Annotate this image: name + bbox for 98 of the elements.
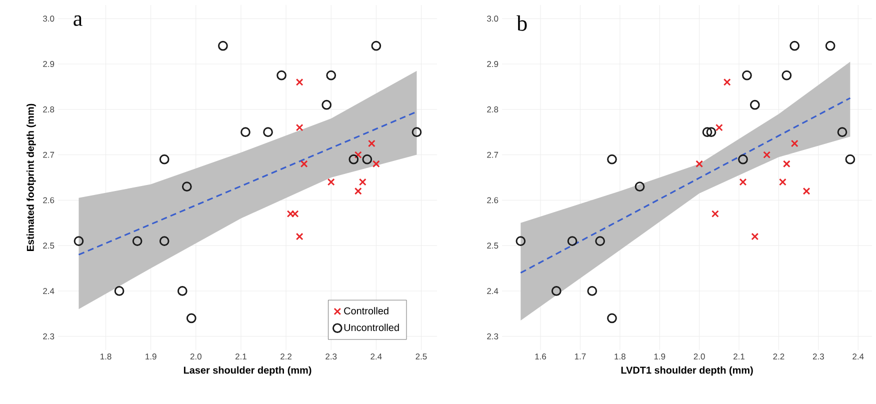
y-tick-label: 2.3 — [43, 333, 54, 340]
point — [739, 178, 747, 186]
y-tick-label: 3.0 — [43, 16, 54, 22]
y-tick-label: 3.0 — [487, 16, 498, 22]
x-tick-label: 2.0 — [190, 354, 202, 360]
x-tick-label: 2.4 — [852, 354, 864, 360]
point — [182, 182, 192, 192]
point — [845, 154, 856, 164]
point — [711, 210, 719, 218]
y-tick-label: 2.5 — [43, 242, 54, 249]
y-tick-label: 2.8 — [487, 106, 498, 112]
point — [159, 154, 170, 164]
point — [322, 100, 332, 110]
x-tick-label: 1.8 — [100, 354, 112, 360]
x-tick-label: 2.4 — [370, 354, 382, 360]
point — [782, 160, 790, 168]
y-tick-label: 2.6 — [487, 197, 498, 204]
point — [837, 127, 848, 138]
point — [778, 178, 786, 186]
point — [354, 187, 362, 195]
point — [763, 151, 771, 159]
y-tick-label: 2.9 — [43, 61, 54, 68]
x-tick-label: 2.1 — [236, 354, 246, 360]
point — [790, 140, 798, 148]
point — [567, 236, 578, 246]
point — [587, 286, 598, 296]
point — [132, 236, 142, 246]
point — [706, 127, 716, 138]
y-tick-label: 2.4 — [487, 288, 498, 294]
point — [751, 232, 759, 240]
y-tick-label: 2.6 — [43, 197, 54, 204]
point — [607, 313, 617, 324]
point — [326, 70, 336, 80]
y-tick-label: 2.3 — [487, 333, 498, 340]
line-series — [520, 97, 851, 274]
point — [327, 178, 335, 186]
legend-label: Controlled — [344, 307, 388, 314]
point — [607, 154, 617, 164]
y-axis-title: Estimated footprint depth (mm) — [26, 104, 36, 251]
x-tick-label: 2.3 — [326, 354, 337, 360]
y-tick-label: 2.7 — [487, 152, 498, 158]
x-tick-label: 2.5 — [416, 354, 427, 360]
point — [362, 154, 372, 164]
point — [702, 127, 712, 138]
x-tick-label: 1.9 — [654, 354, 666, 360]
point — [782, 70, 792, 80]
point — [300, 160, 308, 168]
x-axis-title: LVDT1 shoulder depth (mm) — [621, 366, 753, 376]
x-tick-label: 1.8 — [614, 354, 626, 360]
point — [186, 313, 196, 324]
y-tick-label: 2.7 — [43, 152, 54, 158]
point — [738, 154, 748, 164]
point — [296, 124, 304, 132]
point — [177, 286, 188, 296]
point — [368, 140, 376, 148]
point — [723, 78, 731, 86]
y-tick-label: 2.8 — [43, 106, 54, 112]
point — [750, 100, 760, 110]
point — [276, 70, 286, 80]
x-tick-label: 2.2 — [773, 354, 784, 360]
x-tick-label: 2.1 — [734, 354, 744, 360]
point — [551, 286, 562, 296]
annotation: a — [74, 15, 82, 26]
point — [159, 236, 170, 246]
x-axis-title: Laser shoulder depth (mm) — [184, 366, 312, 376]
point — [218, 40, 228, 51]
x-tick-label: 2.3 — [812, 354, 824, 360]
point — [412, 127, 422, 138]
point — [516, 236, 526, 246]
point — [358, 178, 366, 186]
x-tick-label: 2.2 — [280, 354, 292, 360]
point — [296, 78, 304, 86]
point — [114, 286, 124, 296]
point — [354, 151, 362, 159]
point — [715, 124, 723, 132]
point — [263, 127, 273, 138]
x-tick-label: 1.6 — [535, 354, 546, 360]
x-tick-label: 1.9 — [146, 354, 156, 360]
annotation: b — [516, 15, 527, 31]
point — [74, 236, 84, 246]
x-tick-label: 1.7 — [574, 354, 586, 360]
point — [742, 70, 752, 80]
x-tick-label: 2.0 — [694, 354, 705, 360]
point — [595, 236, 606, 246]
point — [348, 154, 359, 164]
y-tick-label: 2.4 — [43, 288, 54, 294]
point — [371, 40, 382, 51]
point — [240, 127, 250, 138]
point — [790, 40, 800, 51]
point — [634, 182, 645, 192]
legend-label: Uncontrolled — [344, 324, 399, 332]
point — [296, 232, 304, 240]
point — [372, 160, 380, 168]
y-tick-label: 2.5 — [487, 242, 498, 249]
point — [696, 160, 704, 168]
point — [802, 187, 810, 195]
y-tick-label: 2.9 — [487, 61, 498, 68]
point — [825, 40, 836, 51]
